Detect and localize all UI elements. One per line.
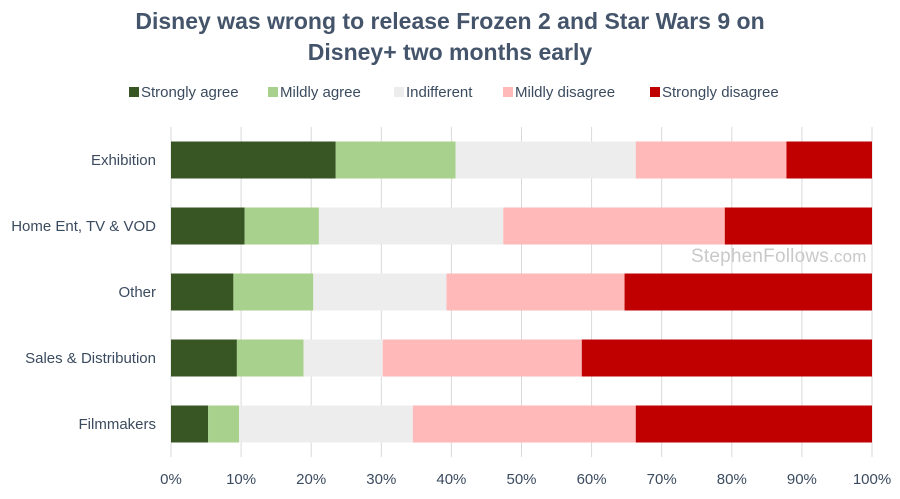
legend-label: Strongly agree [141, 84, 239, 101]
category-labels: Exhibition Home Ent, TV & VOD Other Sales &… [11, 152, 156, 433]
chart-title: Disney was wrong to release Frozen 2 and… [0, 6, 900, 68]
bar-segment [303, 339, 383, 377]
bar-segment [446, 273, 625, 311]
legend: Strongly agree Mildly agree Indifferent Mil… [129, 84, 779, 101]
watermark-domain: .com [829, 247, 867, 266]
bar-segment [455, 141, 636, 179]
legend-swatch [394, 87, 404, 97]
bar-segment [412, 405, 636, 443]
category-label: Sales & Distribution [25, 350, 156, 367]
x-tick-label: 50% [506, 471, 536, 488]
legend-label: Strongly disagree [662, 84, 779, 101]
x-tick-label: 40% [436, 471, 466, 488]
x-tick-label: 30% [366, 471, 396, 488]
bar-segment [171, 273, 234, 311]
bar-segment [624, 273, 872, 311]
legend-swatch [503, 87, 513, 97]
legend-swatch [650, 87, 660, 97]
bar-segment [171, 339, 237, 377]
legend-label: Mildly agree [280, 84, 361, 101]
watermark-name: StephenFollows [691, 246, 829, 267]
bar-segment [171, 405, 209, 443]
x-tick-label: 100% [853, 471, 891, 488]
legend-label: Mildly disagree [515, 84, 615, 101]
bars [171, 141, 872, 443]
bar-segment [724, 207, 872, 245]
x-tick-label: 20% [296, 471, 326, 488]
bar-segment [233, 273, 314, 311]
bar-segment [318, 207, 504, 245]
bar-segment [208, 405, 239, 443]
category-label: Filmmakers [79, 416, 157, 433]
x-axis-ticks: 0% 10% 20% 30% 40% 50% 60% 70% 80% 90% 100% [160, 471, 891, 488]
bar-segment [171, 141, 336, 179]
x-tick-label: 10% [226, 471, 256, 488]
x-tick-label: 80% [717, 471, 747, 488]
watermark: StephenFollows.com [691, 246, 867, 268]
legend-swatch [268, 87, 278, 97]
bar-segment [236, 339, 304, 377]
bar-segment [635, 141, 787, 179]
bar-segment [635, 405, 872, 443]
bar-segment [244, 207, 319, 245]
bar-segment [503, 207, 725, 245]
bar-segment [171, 207, 245, 245]
x-tick-label: 60% [577, 471, 607, 488]
bar-segment [313, 273, 447, 311]
category-label: Other [118, 284, 156, 301]
bar-segment [581, 339, 872, 377]
legend-swatch [129, 87, 139, 97]
x-tick-label: 70% [647, 471, 677, 488]
bar-segment [238, 405, 413, 443]
bar-segment [786, 141, 872, 179]
chart-title-line-2: Disney+ two months early [307, 39, 593, 65]
chart-title-line-1: Disney was wrong to release Frozen 2 and… [135, 8, 765, 34]
category-label: Exhibition [91, 152, 156, 169]
bar-segment [335, 141, 456, 179]
x-tick-label: 0% [160, 471, 182, 488]
legend-label: Indifferent [406, 84, 473, 101]
bar-segment [382, 339, 582, 377]
category-label: Home Ent, TV & VOD [11, 218, 156, 235]
x-tick-label: 90% [787, 471, 817, 488]
